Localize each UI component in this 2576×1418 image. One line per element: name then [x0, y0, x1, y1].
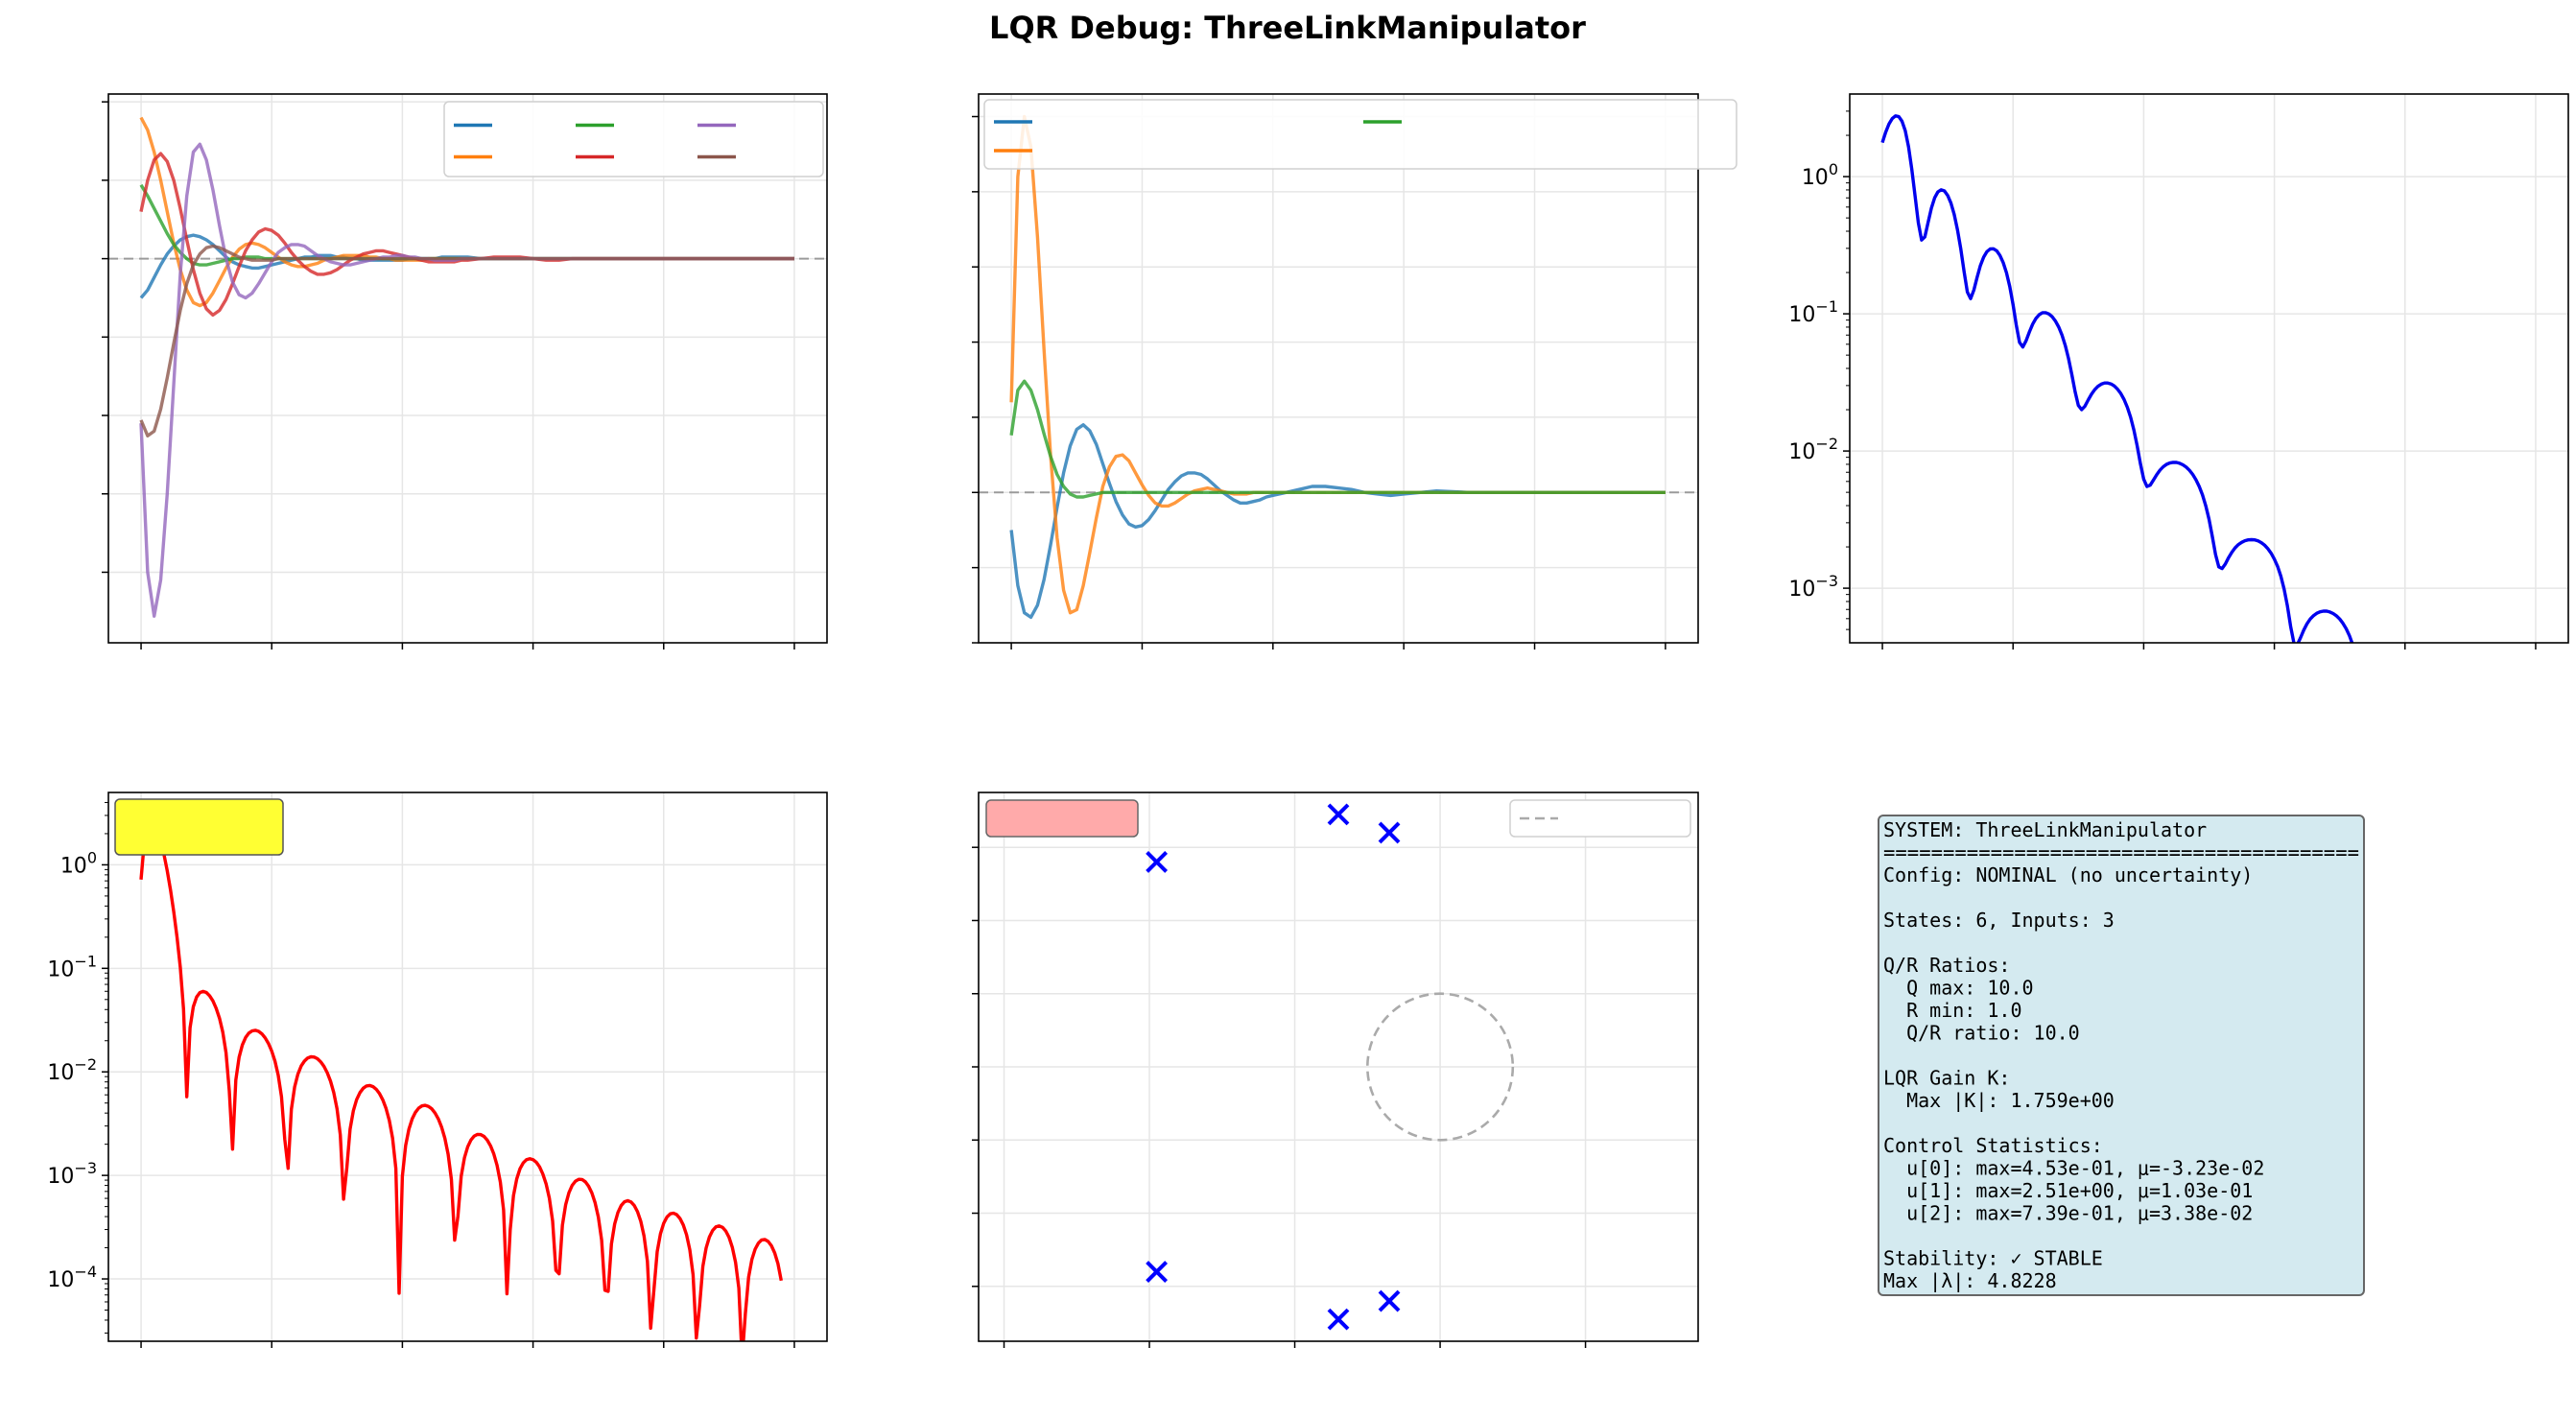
- figure-suptitle: LQR Debug: ThreeLinkManipulator: [989, 10, 1586, 46]
- series-line-u3: [1009, 379, 1666, 499]
- control-signals-chart: [972, 93, 1737, 650]
- eigenvalue-marker: [1378, 821, 1401, 844]
- y-tick-label: 10−3: [47, 1159, 97, 1189]
- y-tick-base: 10: [1788, 303, 1815, 327]
- info-box-background: [1878, 815, 2365, 1296]
- legend-frame: [443, 101, 824, 177]
- info-box-line: SYSTEM: ThreeLinkManipulator: [1883, 818, 2207, 841]
- y-tick-exponent: −1: [1815, 297, 1838, 316]
- eigenvalue-marker: [1327, 803, 1350, 826]
- eigenvalue-marker: [1146, 851, 1169, 873]
- eigenvalue-marker-stroke: [1327, 1308, 1350, 1331]
- eigenvalues-chart: [972, 792, 1699, 1348]
- y-tick-label: 10−2: [1788, 435, 1838, 464]
- legend: [1509, 799, 1691, 838]
- legend: [443, 101, 824, 177]
- eigenvalue-marker: [1378, 1289, 1401, 1312]
- info-box-line: Q max: 10.0: [1883, 977, 2034, 1000]
- info-box-line: u[1]: max=2.51e+00, μ=1.03e-01: [1883, 1179, 2253, 1202]
- y-tick-base: 10: [47, 957, 74, 981]
- plot-area: [979, 114, 1698, 620]
- axes-frame: [107, 792, 828, 1342]
- y-tick-base: 10: [1788, 578, 1815, 602]
- info-box-line: ========================================: [1883, 841, 2359, 864]
- stability-badge-box: [985, 799, 1139, 838]
- info-box-line: Q/R Ratios:: [1883, 954, 2010, 977]
- y-tick-exponent: −3: [1815, 572, 1838, 590]
- info-box: SYSTEM: ThreeLinkManipulator============…: [1878, 815, 2365, 1296]
- info-box-line: Max |λ|: 4.8228: [1883, 1269, 2057, 1292]
- eigenvalue-marker: [1146, 1261, 1169, 1283]
- unit-circle: [1366, 992, 1515, 1142]
- plot-area: [108, 116, 827, 618]
- info-box-line: Config: NOMINAL (no uncertainty): [1883, 863, 2253, 886]
- y-tick-label: 10−3: [1788, 572, 1838, 602]
- y-tick-exponent: −2: [74, 1055, 97, 1074]
- stats-annotation: [114, 798, 284, 856]
- legend-frame: [1509, 799, 1691, 838]
- eigenvalue-marker: [1327, 1308, 1350, 1331]
- plot-area: [139, 818, 783, 1341]
- y-tick-label: 10−1: [47, 952, 97, 981]
- norm-line: [139, 818, 783, 1341]
- y-tick-exponent: −2: [1815, 435, 1838, 453]
- y-tick-base: 10: [60, 854, 87, 878]
- y-tick-label: 100: [60, 848, 97, 878]
- info-box-line: Control Statistics:: [1883, 1134, 2103, 1157]
- info-box-line: LQR Gain K:: [1883, 1067, 2010, 1090]
- series-line-x6: [139, 244, 794, 437]
- y-tick-exponent: 0: [1829, 160, 1838, 178]
- legend-frame: [983, 99, 1737, 170]
- y-tick-base: 10: [47, 1268, 74, 1292]
- y-tick-exponent: −1: [74, 952, 97, 970]
- info-box-line: Stability: ✓ STABLE: [1883, 1247, 2103, 1270]
- axes-frame: [978, 93, 1699, 644]
- axes-frame: [1849, 93, 2569, 644]
- y-tick-base: 10: [1788, 440, 1815, 464]
- y-tick-label: 10−2: [47, 1055, 97, 1085]
- info-box-line: R min: 1.0: [1883, 999, 2022, 1022]
- info-box-line: States: 6, Inputs: 3: [1883, 909, 2115, 932]
- plot-area: [1880, 114, 2354, 643]
- axes-frame: [107, 93, 828, 644]
- y-tick-base: 10: [1802, 166, 1829, 190]
- info-box-line: u[2]: max=7.39e-01, μ=3.38e-02: [1883, 1202, 2253, 1225]
- y-tick-label: 10−4: [47, 1263, 97, 1292]
- y-tick-base: 10: [47, 1061, 74, 1085]
- stats-annotation-box: [114, 798, 284, 856]
- eigenvalue-marker-stroke: [1146, 1261, 1169, 1283]
- y-tick-exponent: −4: [74, 1263, 97, 1281]
- info-box-line: Max |K|: 1.759e+00: [1883, 1089, 2115, 1112]
- eigenvalue-marker-stroke: [1378, 1289, 1401, 1312]
- y-tick-base: 10: [47, 1165, 74, 1189]
- state-trajectories-chart: [102, 93, 828, 650]
- eigenvalue-marker-stroke: [1327, 803, 1350, 826]
- y-tick-exponent: −3: [74, 1159, 97, 1177]
- eigenvalue-marker-stroke: [1378, 821, 1401, 844]
- norm-line: [1880, 114, 2354, 643]
- series-line-u1: [1009, 423, 1666, 620]
- info-box-line: u[0]: max=4.53e-01, μ=-3.23e-02: [1883, 1157, 2264, 1180]
- y-tick-exponent: 0: [87, 848, 97, 866]
- legend: [983, 99, 1737, 170]
- info-box-line: Q/R ratio: 10.0: [1883, 1022, 2080, 1045]
- eigenvalue-marker-stroke: [1146, 851, 1169, 873]
- axes-frame: [978, 792, 1699, 1342]
- y-tick-label: 100: [1802, 160, 1838, 190]
- y-tick-label: 10−1: [1788, 297, 1838, 327]
- stability-badge: [985, 799, 1139, 838]
